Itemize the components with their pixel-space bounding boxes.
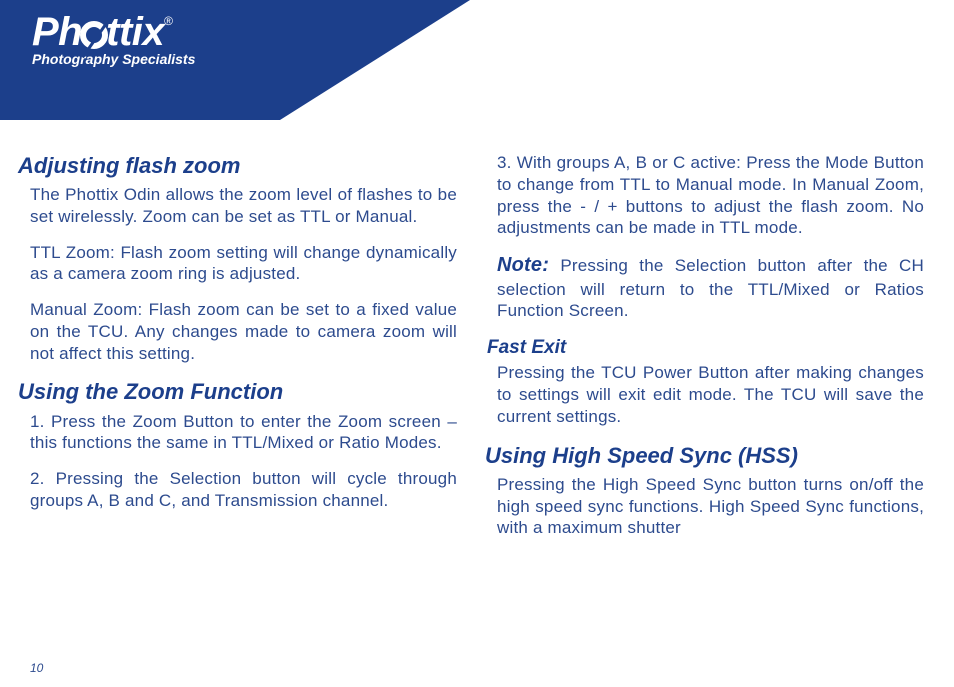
note-paragraph: Note: Pressing the Selection button afte… — [497, 253, 924, 322]
brand-logo: Phttix® Photography Specialists — [32, 10, 195, 67]
body-text: 2. Pressing the Selection button will cy… — [30, 468, 457, 512]
heading-hss: Using High Speed Sync (HSS) — [485, 442, 924, 470]
heading-adjusting-zoom: Adjusting flash zoom — [18, 152, 457, 180]
note-label: Note: — [497, 254, 549, 276]
heading-using-zoom: Using the Zoom Function — [18, 378, 457, 406]
header-banner: Phttix® Photography Specialists — [0, 0, 470, 120]
aperture-icon — [80, 21, 108, 49]
registered-mark: ® — [164, 14, 172, 28]
page-number: 10 — [30, 661, 43, 675]
heading-fast-exit: Fast Exit — [487, 336, 924, 360]
content-columns: Adjusting flash zoom The Phottix Odin al… — [30, 152, 924, 657]
body-text: 1. Press the Zoom Button to enter the Zo… — [30, 411, 457, 455]
manual-page: Phttix® Photography Specialists Adjustin… — [0, 0, 954, 687]
brand-name-right: ttix — [106, 10, 164, 54]
left-column: Adjusting flash zoom The Phottix Odin al… — [30, 152, 457, 657]
brand-wordmark: Phttix® — [32, 10, 195, 55]
body-text: Manual Zoom: Flash zoom can be set to a … — [30, 299, 457, 364]
body-text: TTL Zoom: Flash zoom setting will change… — [30, 242, 457, 286]
right-column: 3. With groups A, B or C active: Press t… — [497, 152, 924, 657]
body-text: Pressing the TCU Power Button after maki… — [497, 362, 924, 427]
body-text: Pressing the High Speed Sync button turn… — [497, 474, 924, 539]
body-text: 3. With groups A, B or C active: Press t… — [497, 152, 924, 239]
body-text: The Phottix Odin allows the zoom level o… — [30, 184, 457, 228]
brand-name-left: Ph — [32, 10, 82, 54]
note-body: Pressing the Selection button after the … — [497, 256, 924, 320]
